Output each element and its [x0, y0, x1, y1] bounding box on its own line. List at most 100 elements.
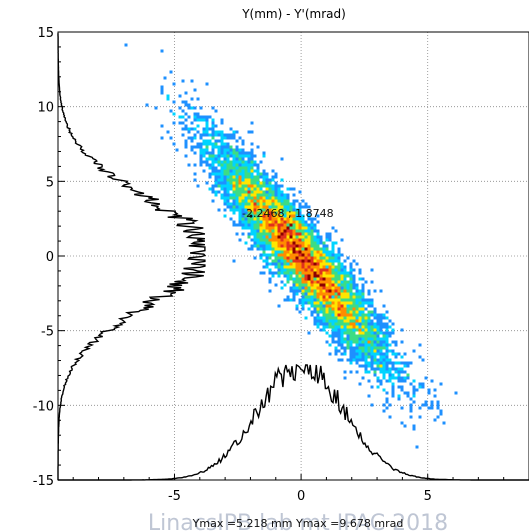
- density-cell: [250, 232, 254, 236]
- density-cell: [229, 160, 233, 164]
- density-cell: [343, 268, 347, 272]
- density-cell: [301, 199, 305, 203]
- density-cell: [292, 214, 296, 218]
- density-cell: [370, 361, 374, 365]
- density-cell: [244, 163, 248, 167]
- density-cell: [301, 223, 305, 227]
- density-cell: [439, 409, 443, 413]
- density-cell: [283, 193, 287, 197]
- density-cell: [235, 166, 239, 170]
- density-cell: [331, 295, 335, 299]
- density-cell: [187, 130, 191, 134]
- density-cell: [217, 169, 221, 173]
- density-cell: [244, 175, 248, 179]
- density-cell: [301, 229, 305, 233]
- density-cell: [244, 226, 248, 230]
- density-cell: [382, 361, 386, 365]
- density-cell: [202, 139, 206, 143]
- density-cell: [373, 343, 377, 347]
- density-cell: [376, 313, 380, 317]
- density-cell: [346, 280, 350, 284]
- density-cell: [298, 223, 302, 227]
- density-cell: [223, 187, 227, 191]
- density-cell: [253, 229, 257, 233]
- density-cell: [238, 166, 242, 170]
- density-cell: [382, 337, 386, 341]
- density-cell: [277, 184, 281, 188]
- density-cell: [304, 316, 308, 320]
- density-cell: [409, 397, 413, 401]
- density-cell: [406, 394, 410, 398]
- density-cell: [280, 157, 284, 161]
- density-cell: [232, 199, 236, 203]
- density-cell: [370, 322, 374, 326]
- density-cell: [343, 376, 347, 380]
- density-cell: [265, 259, 269, 263]
- density-cell: [214, 172, 218, 176]
- density-cell: [223, 193, 227, 197]
- density-cell: [244, 154, 248, 158]
- density-cell: [223, 163, 227, 167]
- density-cell: [262, 175, 266, 179]
- density-cell: [223, 157, 227, 161]
- density-cell: [349, 361, 353, 365]
- density-cell: [280, 280, 284, 284]
- density-cell: [283, 271, 287, 275]
- density-cell: [229, 163, 233, 167]
- density-cell: [343, 307, 347, 311]
- density-cell: [370, 328, 374, 332]
- density-cell: [283, 283, 287, 287]
- density-cell: [238, 202, 242, 206]
- density-cell: [310, 310, 314, 314]
- density-cell: [283, 229, 287, 233]
- density-cell: [280, 202, 284, 206]
- density-cell: [313, 292, 317, 296]
- density-cell: [418, 385, 422, 389]
- density-cell: [415, 388, 419, 392]
- density-cell: [262, 193, 266, 197]
- density-cell: [199, 154, 203, 158]
- density-cell: [253, 223, 257, 227]
- density-cell: [274, 247, 278, 251]
- density-cell: [391, 361, 395, 365]
- density-cell: [286, 295, 290, 299]
- density-cell: [388, 358, 392, 362]
- density-cell: [160, 85, 164, 89]
- footer-max-values: Ymax =5.218 mm Ymax =9.678 mrad: [192, 517, 404, 530]
- density-cell: [238, 220, 242, 224]
- density-cell: [358, 304, 362, 308]
- density-cell: [253, 181, 257, 185]
- density-cell: [250, 223, 254, 227]
- density-cell: [385, 343, 389, 347]
- density-cell: [307, 283, 311, 287]
- density-cell: [244, 217, 248, 221]
- density-cell: [289, 238, 293, 242]
- density-cell: [292, 244, 296, 248]
- density-cell: [277, 190, 281, 194]
- density-cell: [319, 265, 323, 269]
- density-cell: [292, 217, 296, 221]
- density-cell: [235, 184, 239, 188]
- density-cell: [376, 322, 380, 326]
- density-cell: [385, 328, 389, 332]
- density-cell: [403, 379, 407, 383]
- density-cell: [217, 139, 221, 143]
- density-cell: [208, 115, 212, 119]
- density-cell: [253, 208, 257, 212]
- density-cell: [277, 217, 281, 221]
- density-cell: [340, 253, 344, 257]
- density-cell: [229, 136, 233, 140]
- density-cell: [274, 202, 278, 206]
- density-cell: [232, 208, 236, 212]
- density-cell: [349, 322, 353, 326]
- density-cell: [373, 352, 377, 356]
- density-cell: [379, 331, 383, 335]
- density-cell: [355, 352, 359, 356]
- density-cell: [220, 175, 224, 179]
- density-cell: [343, 352, 347, 356]
- density-cell: [328, 298, 332, 302]
- density-cell: [346, 316, 350, 320]
- density-cell: [268, 217, 272, 221]
- density-cell: [352, 307, 356, 311]
- density-cell: [265, 235, 269, 239]
